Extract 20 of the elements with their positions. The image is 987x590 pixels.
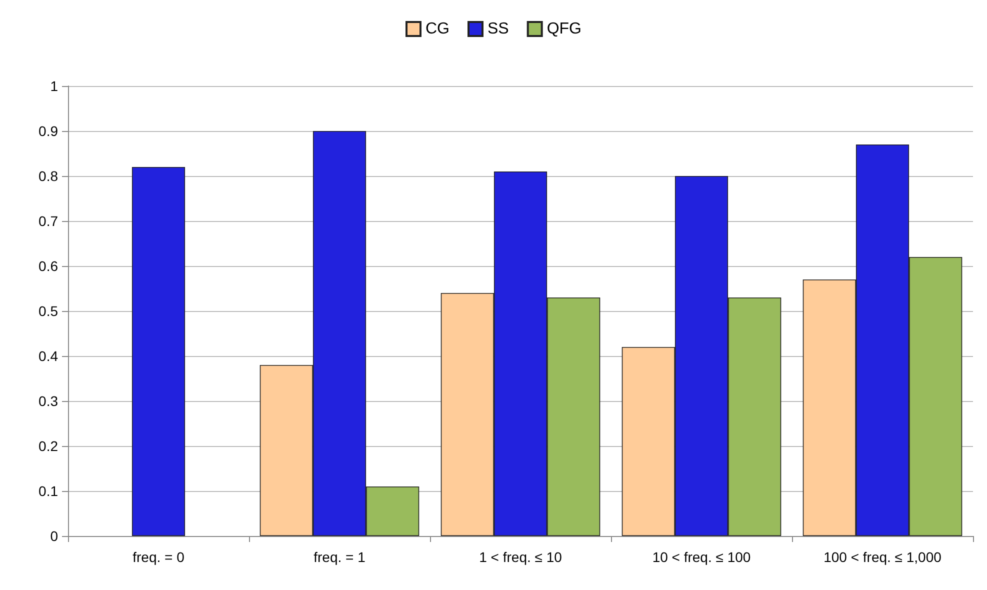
y-tick-label: 0.5 [38, 303, 58, 319]
y-tick-label: 1 [50, 78, 58, 94]
x-tick-label: freq. = 0 [132, 549, 185, 565]
x-tick-label: 10 < freq. ≤ 100 [652, 549, 751, 565]
y-tick-label: 0.3 [38, 393, 58, 409]
y-tick-label: 0.1 [38, 483, 58, 499]
legend-label: CG [425, 20, 450, 38]
y-tick-label: 0.4 [38, 348, 58, 364]
y-tick-label: 0.2 [38, 438, 58, 454]
y-tick-label: 0.8 [38, 168, 58, 184]
x-tick-label: 1 < freq. ≤ 10 [479, 549, 562, 565]
legend-label: SS [487, 20, 509, 38]
x-tick-label: 100 < freq. ≤ 1,000 [824, 549, 942, 565]
x-tick-label: freq. = 1 [314, 549, 366, 565]
y-tick-label: 0.6 [38, 258, 58, 274]
y-tick-label: 0.7 [38, 213, 58, 229]
y-tick-label: 0 [50, 528, 58, 544]
legend-label: QFG [546, 20, 582, 38]
bar [132, 167, 186, 536]
y-tick-label: 0.9 [38, 123, 58, 139]
